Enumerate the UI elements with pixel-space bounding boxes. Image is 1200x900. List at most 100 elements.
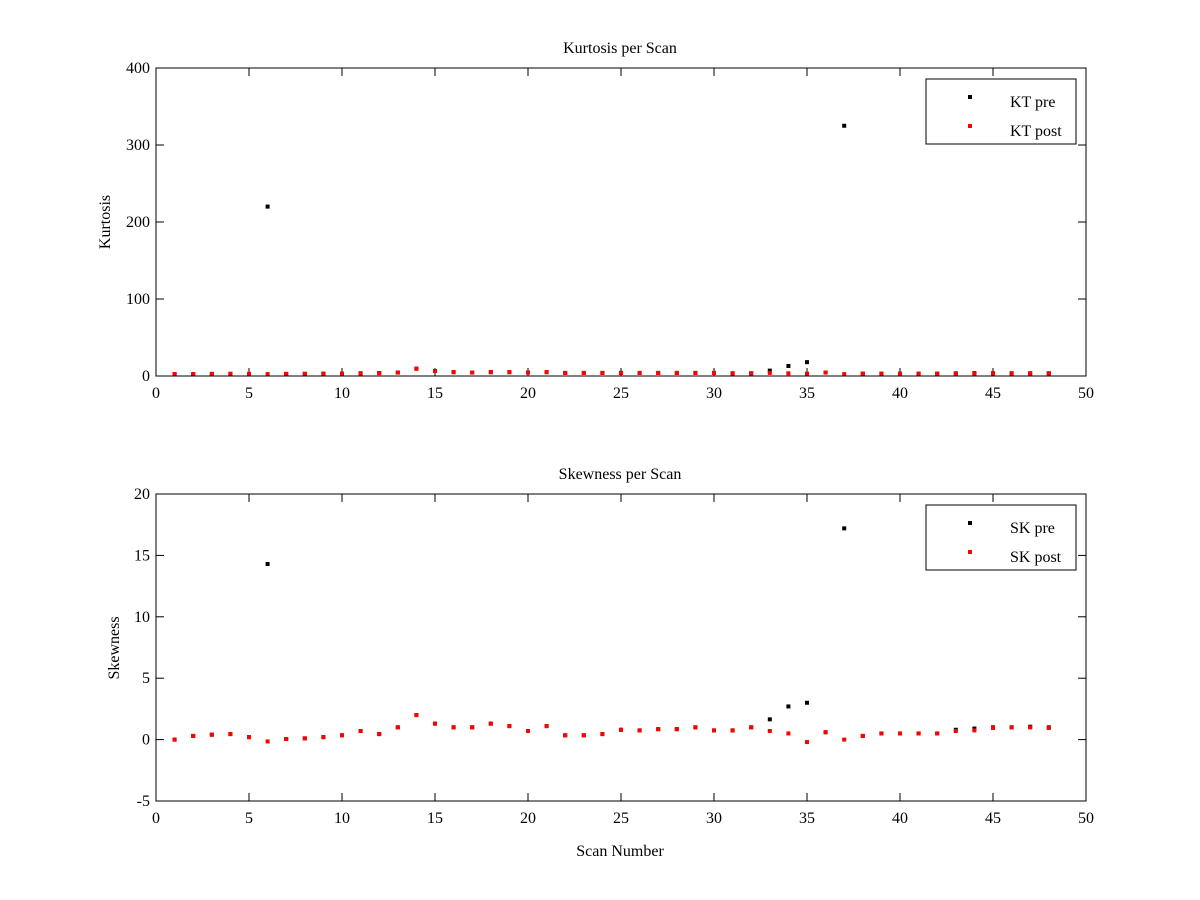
skewness-y-tick-label: 15	[134, 547, 150, 564]
kurtosis-x-tick-label: 45	[985, 385, 1001, 402]
skewness-point-post	[284, 736, 289, 741]
skewness-point-post	[581, 733, 586, 738]
kurtosis-y-tick-label: 300	[126, 137, 150, 154]
kurtosis-point-post	[544, 370, 549, 375]
kurtosis-point-post	[247, 371, 251, 376]
kurtosis-x-tick-label: 10	[334, 385, 350, 402]
kurtosis-point-post	[340, 371, 344, 376]
skewness-point-post	[637, 728, 642, 733]
skewness-legend-box	[925, 504, 1077, 571]
kurtosis-point-post	[209, 371, 214, 376]
skewness-point-post	[247, 735, 251, 740]
skewness-x-tick-label: 40	[892, 810, 908, 827]
skewness-point-pre	[265, 561, 270, 566]
kurtosis-point-post	[395, 370, 400, 375]
kurtosis-point-post	[712, 370, 716, 375]
skewness-point-post	[563, 733, 568, 738]
kurtosis-points	[172, 123, 1051, 377]
skewness-point-post	[433, 721, 437, 726]
kurtosis-point-post	[358, 371, 363, 376]
skewness-y-tick-label: 20	[134, 486, 150, 503]
kurtosis-legend: KT pre KT post	[925, 78, 1077, 145]
skewness-point-pre	[767, 717, 772, 722]
kurtosis-point-post	[526, 370, 530, 375]
kurtosis-point-post	[972, 371, 977, 376]
kurtosis-x-tick-label: 35	[799, 385, 815, 402]
skewness-point-post	[916, 731, 921, 736]
skewness-point-post	[414, 713, 419, 718]
skewness-point-post	[972, 728, 977, 733]
skewness-x-tick-label: 45	[985, 810, 1001, 827]
skewness-legend-marker-pre	[968, 521, 972, 525]
skewness-point-post	[619, 727, 623, 732]
kurtosis-point-post	[302, 371, 307, 376]
skewness-y-tick-label: 10	[134, 609, 150, 626]
kurtosis-point-post	[916, 371, 921, 376]
skewness-point-post	[935, 731, 940, 736]
skewness-point-post	[377, 732, 382, 737]
skewness-point-post	[265, 739, 270, 744]
skewness-x-tick-label: 35	[799, 810, 815, 827]
skewness-point-post	[321, 735, 326, 740]
kurtosis-point-pre	[842, 123, 847, 128]
kurtosis-point-post	[265, 372, 270, 377]
skewness-point-post	[656, 727, 661, 732]
kurtosis-ylabel: Kurtosis	[97, 195, 114, 249]
kurtosis-point-post	[991, 371, 995, 376]
skewness-ylabel: Skewness	[106, 616, 123, 679]
skewness-points	[172, 526, 1051, 745]
skewness-legend-label-pre: SK pre	[1010, 520, 1055, 537]
kurtosis-legend-marker-post	[968, 124, 972, 128]
kurtosis-ticks: 0 5 10 15 20 25 30 35 40 45 50 0 100 200 300 400	[126, 60, 1094, 402]
kurtosis-y-tick-label: 400	[126, 60, 150, 77]
skewness-point-post	[507, 724, 512, 729]
kurtosis-point-post	[470, 370, 475, 375]
kurtosis-point-post	[935, 371, 940, 376]
skewness-point-post	[526, 729, 530, 734]
kurtosis-y-tick-label: 0	[142, 368, 150, 385]
kurtosis-point-post	[749, 371, 754, 376]
skewness-y-tick-label: 0	[142, 732, 150, 749]
kurtosis-point-post	[563, 370, 568, 375]
kurtosis-point-post	[730, 371, 735, 376]
skewness-x-tick-label: 15	[427, 810, 443, 827]
kurtosis-point-post	[619, 370, 623, 375]
kurtosis-point-post	[1046, 371, 1051, 376]
skewness-legend-label-post: SK post	[1010, 549, 1062, 566]
skewness-point-post	[860, 733, 865, 738]
skewness-point-post	[674, 727, 679, 732]
skewness-y-tick-label: -5	[137, 793, 150, 810]
skewness-point-post	[823, 730, 828, 735]
skewness-point-post	[209, 732, 214, 737]
kurtosis-point-pre	[265, 204, 270, 209]
kurtosis-point-post	[656, 370, 661, 375]
skewness-point-post	[842, 737, 847, 742]
kurtosis-x-tick-label: 0	[152, 385, 160, 402]
skewness-point-post	[228, 732, 233, 737]
skewness-point-post	[395, 725, 400, 730]
skewness-x-tick-label: 5	[245, 810, 253, 827]
skewness-point-post	[991, 725, 995, 730]
skewness-legend: SK pre SK post	[925, 504, 1077, 571]
kurtosis-point-post	[321, 371, 326, 376]
kurtosis-x-tick-label: 40	[892, 385, 908, 402]
kurtosis-point-post	[693, 370, 698, 375]
skewness-point-post	[730, 728, 735, 733]
skewness-x-tick-label: 10	[334, 810, 350, 827]
skewness-point-post	[600, 732, 605, 737]
kurtosis-x-tick-label: 15	[427, 385, 443, 402]
kurtosis-point-post	[414, 366, 419, 371]
skewness-x-tick-label: 50	[1078, 810, 1094, 827]
kurtosis-point-post	[898, 371, 902, 376]
kurtosis-point-post	[433, 368, 437, 373]
skewness-point-post	[302, 736, 307, 741]
kurtosis-y-tick-label: 100	[126, 291, 150, 308]
skewness-point-post	[358, 729, 363, 734]
kurtosis-x-tick-label: 50	[1078, 385, 1094, 402]
kurtosis-point-post	[842, 372, 847, 377]
kurtosis-legend-marker-pre	[968, 95, 972, 99]
skewness-point-post	[451, 725, 456, 730]
skewness-point-pre	[786, 704, 791, 709]
